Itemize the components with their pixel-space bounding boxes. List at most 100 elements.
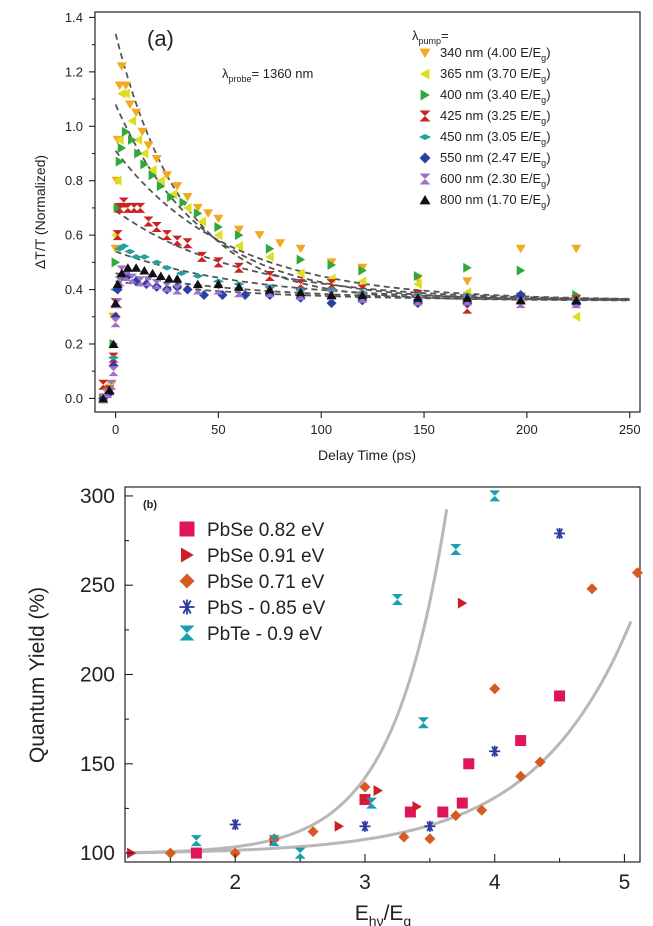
panel-a-data-point xyxy=(121,126,131,137)
panel-a-data-point xyxy=(192,273,204,279)
panel-a-series xyxy=(97,243,582,402)
panel-a-data-point xyxy=(182,193,193,202)
panel-a-y-tick-label: 0.8 xyxy=(65,173,83,188)
panel-b-data-point xyxy=(631,567,643,579)
panel-a-series xyxy=(99,126,581,404)
panel-b-data-point xyxy=(229,847,241,859)
panel-a-data-point xyxy=(118,243,130,249)
panel-a-data-point xyxy=(214,221,223,232)
panel-a-data-point xyxy=(112,230,123,241)
legend-a-entry: 365 nm (3.70 E/Eg) xyxy=(440,66,551,84)
panel-b-x-tick-label: 4 xyxy=(489,871,501,894)
panel-b-y-tick-label: 250 xyxy=(80,574,115,597)
panel-a-data-point xyxy=(265,251,274,262)
panel-a-data-point xyxy=(155,271,166,280)
panel-a-y-axis-label: ΔT/T (Normalized) xyxy=(32,155,48,269)
panel-a-data-point xyxy=(413,279,422,290)
legend-a-entry: 600 nm (2.30 E/Eg) xyxy=(440,171,551,189)
panel-a-data-point xyxy=(130,254,142,260)
panel-a-data-point xyxy=(138,254,150,260)
panel-b-data-point xyxy=(190,847,202,859)
panel-a-data-point xyxy=(413,270,423,281)
panel-b-x-tick-label: 3 xyxy=(359,871,371,894)
panel-a-data-point xyxy=(233,262,244,273)
panel-b-fit-curve xyxy=(124,620,633,855)
panel-a-data-point xyxy=(233,225,244,235)
panel-a-x-tick-label: 250 xyxy=(619,422,641,437)
panel-a-data-point xyxy=(148,170,158,181)
panel-a-data-point xyxy=(115,156,125,167)
panel-a-y-tick-label: 1.4 xyxy=(65,10,83,25)
panel-a-x-tick-label: 0 xyxy=(112,422,119,437)
panel-a-data-point xyxy=(172,284,183,295)
panel-a-data-point xyxy=(108,354,120,361)
legend-a-title: λpump= xyxy=(412,28,449,46)
panel-a-data-point xyxy=(240,289,251,300)
panel-a-data-point xyxy=(156,181,166,192)
panel-b-data-point xyxy=(412,801,422,813)
panel-a-data-point xyxy=(183,202,192,213)
panel-a-fit-curve xyxy=(115,250,630,301)
panel-a-data-point xyxy=(108,339,119,348)
panel-a-y-tick-label: 0.4 xyxy=(65,282,83,297)
panel-a-data-point xyxy=(151,259,163,266)
panel-b-data-point xyxy=(404,806,416,818)
panel-b-data-point xyxy=(373,785,383,797)
panel-a-data-point xyxy=(326,290,337,299)
panel-a-data-point xyxy=(139,266,150,275)
panel-b-data-point xyxy=(476,804,488,816)
panel-a-data-point xyxy=(156,175,165,186)
legend-b-marker xyxy=(179,599,195,615)
panel-a-chart: 0 50 100 150 200 2500.00.20.40.60.81.01.21.4 … xyxy=(32,10,641,463)
panel-a-data-point xyxy=(124,100,135,110)
panel-a-data-point xyxy=(296,254,306,265)
panel-a-data-point xyxy=(140,159,149,170)
panel-b-data-point xyxy=(554,527,566,539)
panel-a-data-point xyxy=(113,202,123,213)
panel-a-data-point xyxy=(120,81,131,90)
panel-b-data-point xyxy=(424,833,436,845)
panel-a-data-point xyxy=(127,273,138,284)
panel-a-data-point xyxy=(115,134,124,145)
panel-a-data-point xyxy=(295,244,306,254)
panel-a-data-point xyxy=(213,214,224,224)
panel-a-data-point xyxy=(192,279,203,289)
panel-a-data-point xyxy=(98,393,109,403)
panel-a-x-tick-label: 200 xyxy=(516,422,538,437)
panel-a-data-point xyxy=(110,298,121,308)
legend-a-marker xyxy=(419,173,431,185)
panel-b-x-tick-label: 5 xyxy=(619,871,631,894)
panel-b-data-point xyxy=(359,820,371,832)
panel-a-data-point xyxy=(151,221,162,232)
panel-b-data-point xyxy=(586,583,598,595)
panel-b-data-point xyxy=(456,797,468,809)
panel-a-data-point xyxy=(127,115,137,126)
panel-a-data-point xyxy=(233,282,244,291)
panel-a-x-tick-label: 50 xyxy=(211,422,225,437)
panel-b-series xyxy=(190,490,501,859)
panel-b-data-point xyxy=(398,831,410,843)
panel-a-data-point xyxy=(462,293,473,302)
panel-a-data-point xyxy=(172,182,183,191)
panel-a-data-point xyxy=(151,279,162,290)
panel-a-y-tick-label: 0.6 xyxy=(65,228,83,243)
legend-b-marker xyxy=(179,625,195,641)
panel-b-data-point xyxy=(417,717,429,729)
panel-b-x-tick-label: 2 xyxy=(229,871,241,894)
panel-a-data-point xyxy=(412,293,423,302)
panel-a-data-point xyxy=(179,197,188,208)
panel-a-data-point xyxy=(134,148,143,159)
panel-a-data-point xyxy=(213,257,224,268)
panel-a-data-point xyxy=(137,127,148,137)
panel-a-data-point xyxy=(128,134,137,145)
panel-b-data-point xyxy=(359,781,371,793)
panel-b-y-tick-label: 200 xyxy=(80,664,115,687)
panel-a-data-point xyxy=(148,164,157,175)
panel-a-data-point xyxy=(135,202,146,213)
panel-a-data-point xyxy=(571,244,582,254)
panel-b-data-point xyxy=(391,594,403,605)
panel-b-data-point xyxy=(554,690,566,702)
panel-a-data-point xyxy=(296,268,305,279)
panel-b-chart: 2 3 4 5 100 150 200 250 300 (b) PbSe 0.82 eV PbSe… xyxy=(26,485,643,926)
